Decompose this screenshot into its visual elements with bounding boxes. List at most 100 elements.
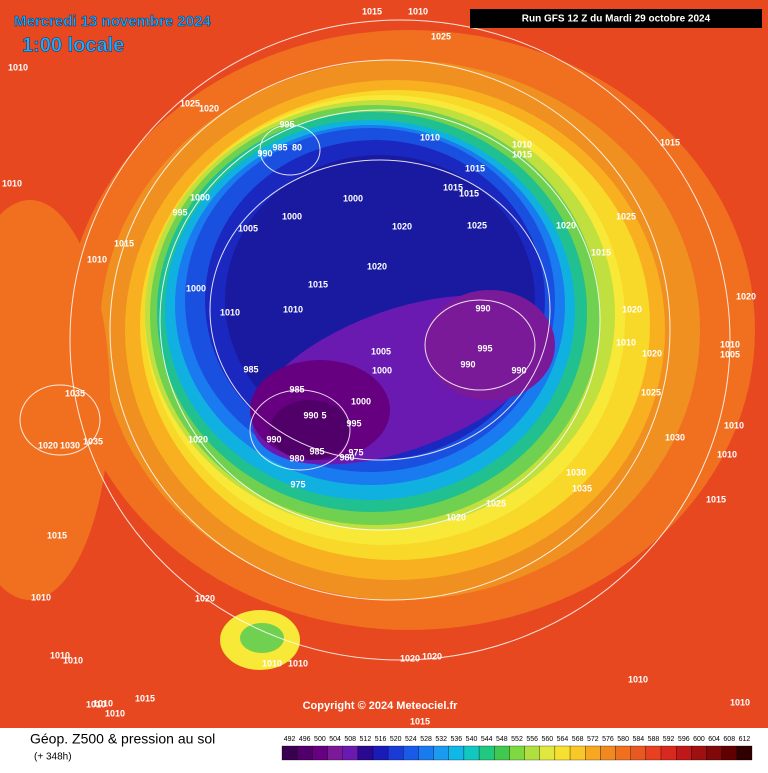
isobar-label: 1015 [135,693,155,703]
isobar-label: 1015 [443,182,463,192]
isobar-label: 1020 [422,651,442,661]
isobar-label: 80 [292,142,302,152]
isobar-label: 1015 [660,137,680,147]
isobar-label: 1020 [556,220,576,230]
isobar-label: 1020 [188,434,208,444]
legend-swatch [721,745,737,761]
legend-swatch [463,745,480,761]
isobar-label: 1035 [65,388,85,398]
isobar-label: 1015 [512,149,532,159]
legend-swatch [342,745,358,761]
isobars [19,19,731,661]
legend-label: 560 [541,736,553,743]
isobar-label: 1015 [459,188,479,198]
isobar-label: 1020 [199,103,219,113]
isobar-label: 1010 [86,699,106,709]
legend-swatch [357,745,374,761]
isobar-label: 1020 [367,261,387,271]
legend-label: 572 [587,736,599,743]
legend-swatch [281,745,298,761]
isobar-label: 1005 [238,223,258,233]
legend-swatch [539,745,556,761]
copyright: Copyright © 2024 Meteociel.fr [303,700,459,712]
isobar-label: 1020 [400,653,420,663]
legend-swatch [554,745,571,761]
isobar-label: 1010 [2,178,22,188]
legend-label: 504 [329,736,341,743]
isobar-label: 1020 [38,440,58,450]
legend-swatch [630,745,647,761]
isobar-label: 990 [303,410,318,420]
legend-swatch [736,745,753,761]
isobar-label: 985 [272,142,287,152]
isobar-label: 1020 [642,348,662,358]
isobar-label: 1020 [736,291,756,301]
isobar-label: 990 [266,434,281,444]
isobar-label: 1010 [288,658,308,668]
legend-label: 528 [420,736,432,743]
legend-swatch [706,745,722,761]
isobar-label: 985 [243,364,258,374]
legend-label: 500 [314,736,326,743]
legend-label: 496 [299,736,311,743]
isobar-label: 1000 [186,283,206,293]
isobar-label: 1010 [724,420,744,430]
legend-swatch [615,745,631,761]
legend-label: 524 [405,736,417,743]
isobar-label: 1015 [706,494,726,504]
isobar-label: 1025 [616,211,636,221]
isobar-label: 990 [460,359,475,369]
legend-label: 512 [360,736,372,743]
isobar-label: 985 [289,384,304,394]
isobar-label: 1000 [282,211,302,221]
isobar-label: 1010 [262,658,282,668]
legend-label: 552 [511,736,523,743]
lead-time: (+ 348h) [34,752,72,763]
legend-label: 580 [617,736,629,743]
legend-swatch [478,745,495,761]
legend-swatch [312,745,328,761]
legend-label: 596 [678,736,690,743]
legend-swatch [524,745,540,761]
legend-label: 608 [723,736,735,743]
legend-swatch [494,745,510,761]
legend-label: 516 [375,736,387,743]
legend-swatch [660,745,677,761]
local-time: 1:00 locale [22,34,124,56]
isobar-label: 1010 [730,697,750,707]
isobar-label: 1020 [622,304,642,314]
isobar-label: 1025 [641,387,661,397]
isobar-label: 980 [289,453,304,463]
isobar-label: 1015 [114,238,134,248]
isobar-label: 1010 [408,6,428,16]
legend-swatch [569,745,586,761]
legend-swatch [585,745,601,761]
isobar-label: 975 [348,447,363,457]
isobar-label: 990 [257,148,272,158]
isobar-label: 1010 [50,650,70,660]
run-info: Run GFS 12 Z du Mardi 29 octobre 2024 [522,14,711,25]
legend-swatch [676,745,692,761]
isobar-label: 1020 [446,512,466,522]
legend-label: 520 [390,736,402,743]
legend-label: 588 [648,736,660,743]
isobar-label: 1035 [572,483,592,493]
isobar-label: 1010 [628,674,648,684]
isobar-label: 1025 [180,98,200,108]
isobar-label: 1010 [283,304,303,314]
isobar-label: 995 [346,418,361,428]
isobar-label: 1010 [31,592,51,602]
legend-label: 564 [557,736,569,743]
isobar-label: 1025 [431,31,451,41]
isobar-label: 1010 [220,307,240,317]
isobar-label: 1005 [720,349,740,359]
legend-swatch [327,745,343,761]
isobar-label: 1030 [60,440,80,450]
isobar-label: 1010 [87,254,107,264]
isobar-label: 1010 [717,449,737,459]
legend-label: 600 [693,736,705,743]
isobar-label: 1010 [8,62,28,72]
legend-label: 532 [435,736,447,743]
legend-swatch [433,745,449,761]
